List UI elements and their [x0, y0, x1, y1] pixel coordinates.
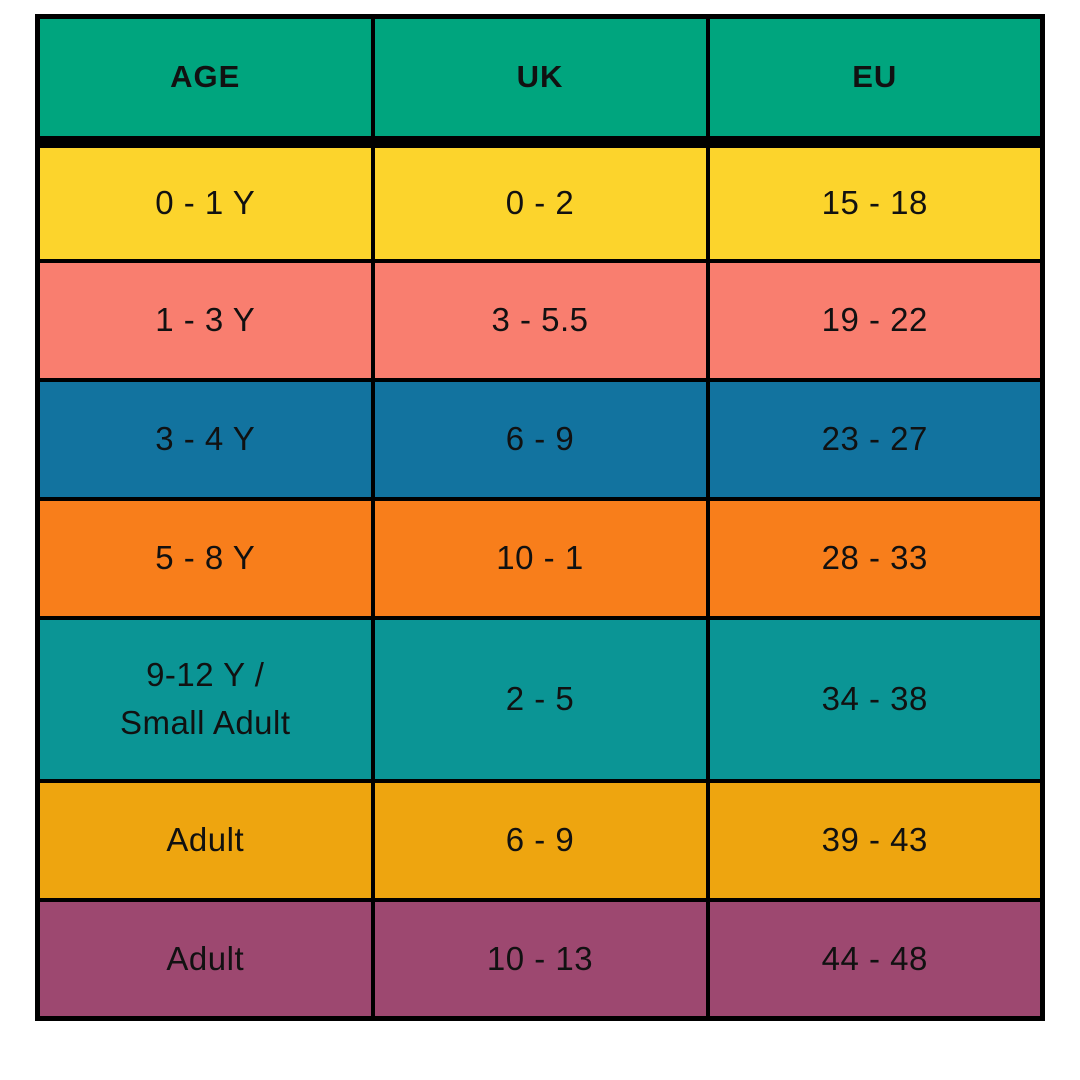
table-row: Adult 10 - 13 44 - 48 — [35, 897, 1045, 1021]
col-header-eu: EU — [705, 14, 1045, 148]
size-chart-header: AGE UK EU — [35, 14, 1045, 148]
uk-cell: 2 - 5 — [370, 615, 710, 783]
age-cell: Adult — [35, 778, 375, 902]
age-cell: 1 - 3 Y — [35, 258, 375, 382]
table-row: 9-12 Y / Small Adult 2 - 5 34 - 38 — [35, 615, 1045, 783]
header-row: AGE UK EU — [35, 14, 1045, 148]
uk-cell: 10 - 1 — [370, 496, 710, 620]
table-row: 0 - 1 Y 0 - 2 15 - 18 — [35, 139, 1045, 263]
table-row: 3 - 4 Y 6 - 9 23 - 27 — [35, 377, 1045, 501]
uk-cell: 3 - 5.5 — [370, 258, 710, 382]
eu-cell: 15 - 18 — [705, 139, 1045, 263]
eu-cell: 34 - 38 — [705, 615, 1045, 783]
age-cell: 5 - 8 Y — [35, 496, 375, 620]
uk-cell: 0 - 2 — [370, 139, 710, 263]
col-header-uk: UK — [370, 14, 710, 148]
col-header-age: AGE — [35, 14, 375, 148]
table-row: 5 - 8 Y 10 - 1 28 - 33 — [35, 496, 1045, 620]
eu-cell: 44 - 48 — [705, 897, 1045, 1021]
table-row: Adult 6 - 9 39 - 43 — [35, 778, 1045, 902]
eu-cell: 19 - 22 — [705, 258, 1045, 382]
age-cell: 0 - 1 Y — [35, 139, 375, 263]
uk-cell: 6 - 9 — [370, 377, 710, 501]
age-cell: 9-12 Y / Small Adult — [35, 615, 375, 783]
size-chart-body: 0 - 1 Y 0 - 2 15 - 18 1 - 3 Y 3 - 5.5 19… — [35, 139, 1045, 1021]
eu-cell: 28 - 33 — [705, 496, 1045, 620]
age-cell: 3 - 4 Y — [35, 377, 375, 501]
size-chart-table: AGE UK EU 0 - 1 Y 0 - 2 15 - 18 1 - 3 Y … — [35, 14, 1045, 1021]
age-cell: Adult — [35, 897, 375, 1021]
table-row: 1 - 3 Y 3 - 5.5 19 - 22 — [35, 258, 1045, 382]
uk-cell: 10 - 13 — [370, 897, 710, 1021]
eu-cell: 39 - 43 — [705, 778, 1045, 902]
uk-cell: 6 - 9 — [370, 778, 710, 902]
eu-cell: 23 - 27 — [705, 377, 1045, 501]
